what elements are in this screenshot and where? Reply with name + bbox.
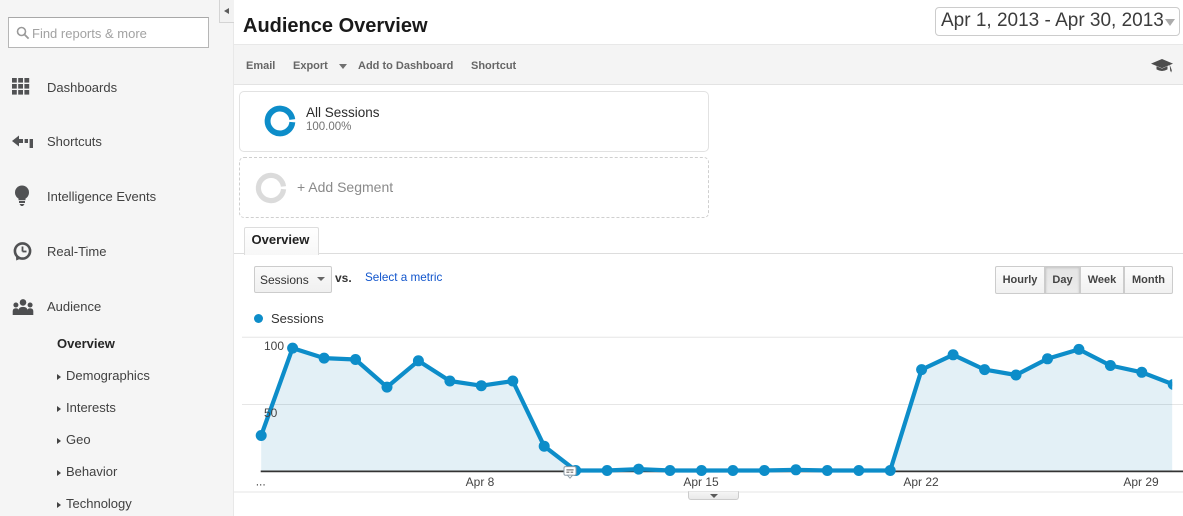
svg-text:Apr 15: Apr 15 bbox=[683, 475, 719, 489]
svg-text:Apr 29: Apr 29 bbox=[1123, 475, 1159, 489]
svg-text:...: ... bbox=[256, 475, 266, 489]
svg-text:100: 100 bbox=[264, 339, 284, 353]
svg-text:Apr 22: Apr 22 bbox=[903, 475, 939, 489]
svg-text:50: 50 bbox=[264, 406, 278, 420]
svg-text:Apr 8: Apr 8 bbox=[466, 475, 495, 489]
